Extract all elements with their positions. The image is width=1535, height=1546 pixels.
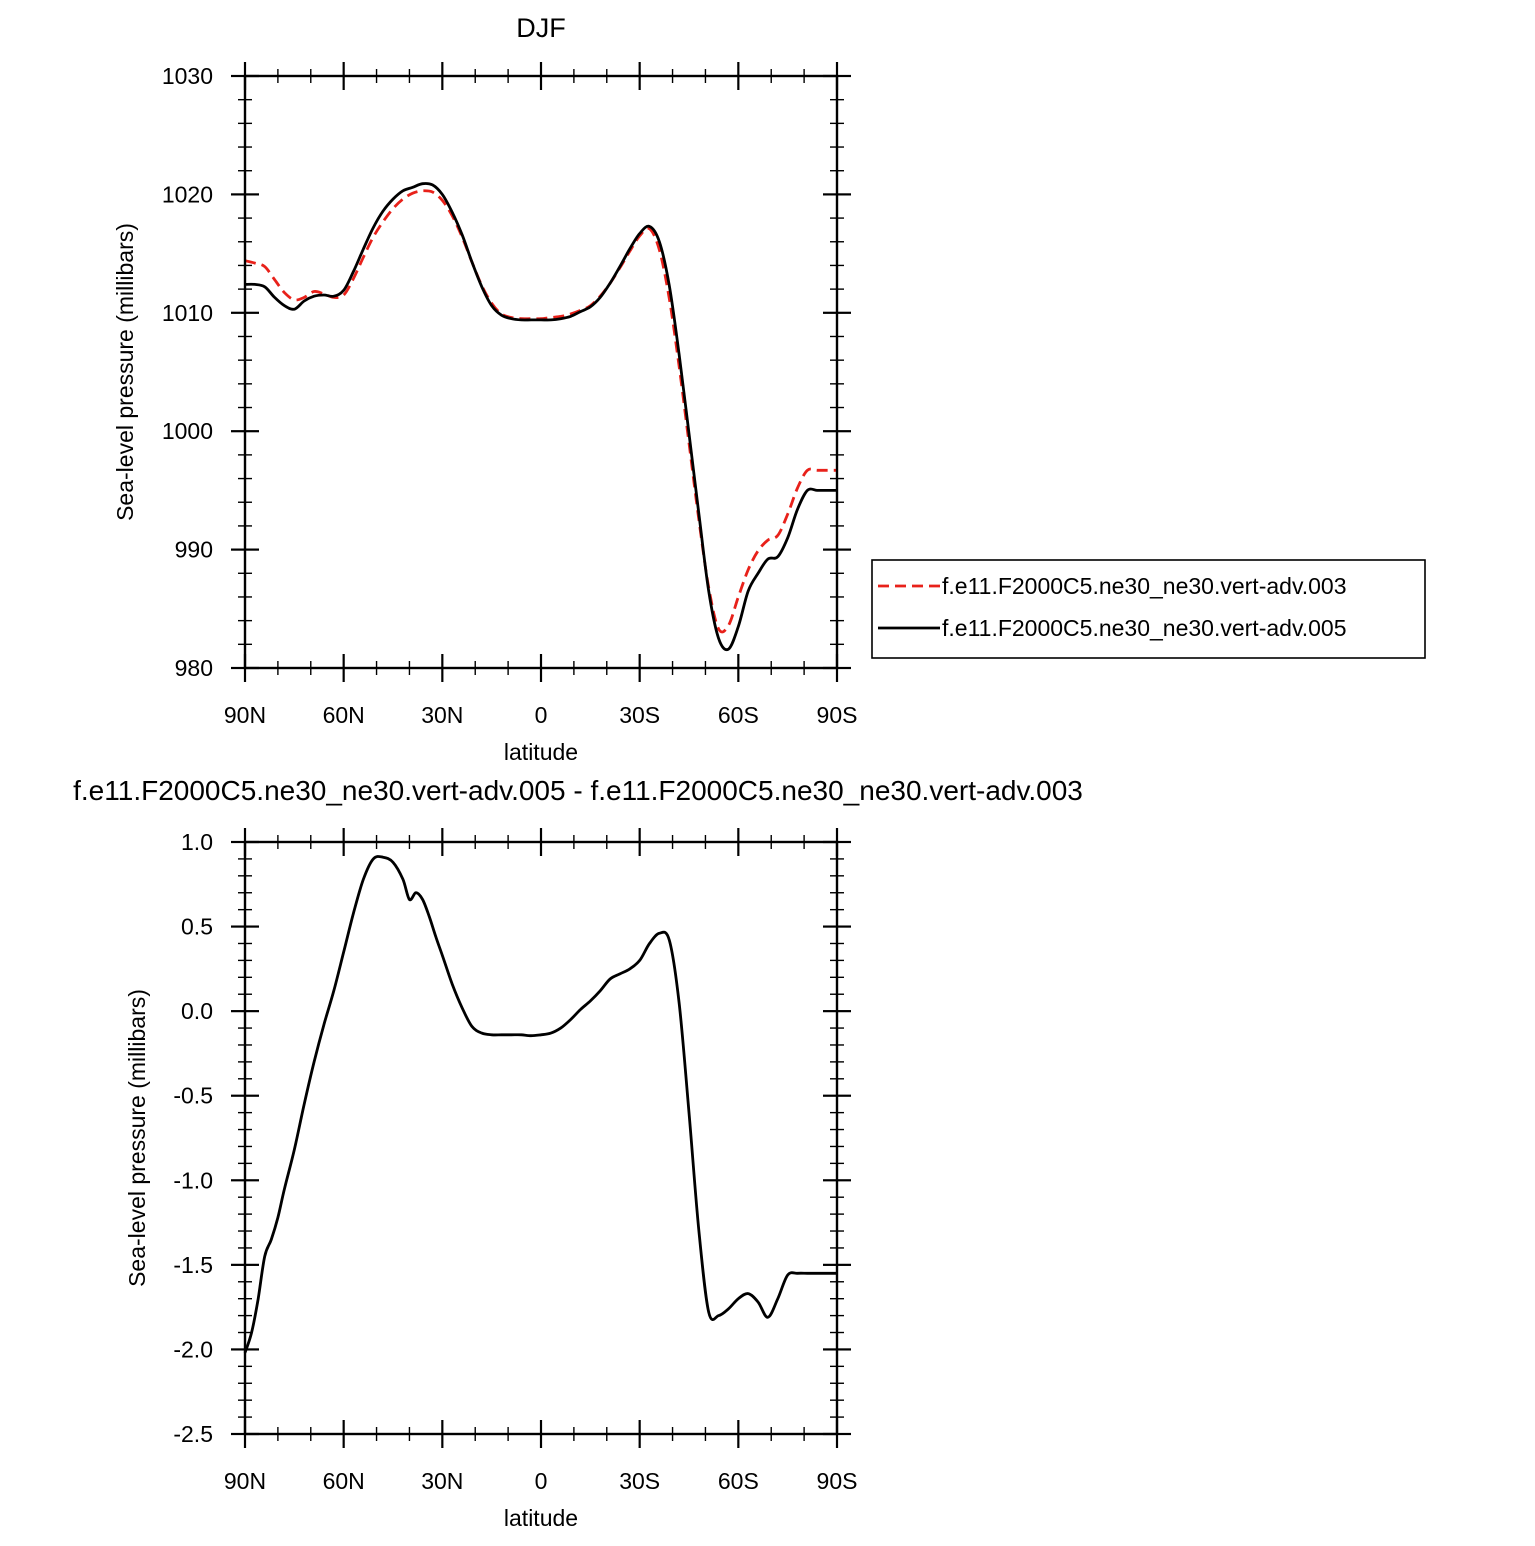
top-panel: DJF Sea-level pressure (millibars) latit… xyxy=(112,13,1426,765)
x-tick-label: 60S xyxy=(718,702,759,728)
y-tick-label: -2.0 xyxy=(173,1336,213,1362)
x-tick-label: 90N xyxy=(224,1468,266,1494)
series-line-003 xyxy=(244,189,837,634)
top-axis-ticks xyxy=(231,62,851,682)
top-tick-labels: 90N 60N 30N 0 30S 60S 90S 980 990 1000 1010 1020 103… xyxy=(162,63,858,728)
top-chart-title: DJF xyxy=(516,13,566,43)
y-tick-label: 0.0 xyxy=(181,998,213,1024)
x-tick-label: 60S xyxy=(718,1468,759,1494)
bottom-x-axis-label: latitude xyxy=(504,1505,578,1531)
x-tick-label: 30N xyxy=(421,1468,463,1494)
y-tick-label: -1.5 xyxy=(173,1252,213,1278)
top-y-axis-label: Sea-level pressure (millibars) xyxy=(112,223,138,521)
series-line-005 xyxy=(244,182,837,651)
bottom-y-axis-label: Sea-level pressure (millibars) xyxy=(124,989,150,1287)
x-tick-label: 30N xyxy=(421,702,463,728)
y-tick-label: 1020 xyxy=(162,181,213,207)
x-tick-label: 60N xyxy=(323,702,365,728)
x-tick-label: 90S xyxy=(817,1468,858,1494)
y-tick-label: -2.5 xyxy=(173,1421,213,1447)
y-tick-label: 1000 xyxy=(162,418,213,444)
x-tick-label: 30S xyxy=(619,702,660,728)
bottom-plot-frame xyxy=(243,840,839,1436)
legend: f.e11.F2000C5.ne30_ne30.vert-adv.003 f.e… xyxy=(871,559,1426,659)
difference-series-line xyxy=(243,855,837,1354)
x-tick-label: 60N xyxy=(323,1468,365,1494)
y-tick-label: 1030 xyxy=(162,63,213,89)
legend-box xyxy=(871,559,1426,659)
bottom-chart-title: f.e11.F2000C5.ne30_ne30.vert-adv.005 - f… xyxy=(73,775,1083,806)
bottom-tick-labels: 90N 60N 30N 0 30S 60S 90S -2.5 -2.0 -1.5 -1.0 -0.5 0… xyxy=(173,829,857,1494)
y-tick-label: 0.5 xyxy=(181,914,213,940)
y-tick-label: 1010 xyxy=(162,300,213,326)
x-tick-label: 0 xyxy=(535,1468,548,1494)
y-tick-label: 980 xyxy=(175,655,213,681)
top-plot-frame xyxy=(243,74,839,670)
x-tick-label: 0 xyxy=(535,702,548,728)
bottom-axis-ticks xyxy=(231,828,851,1448)
legend-label-003: f.e11.F2000C5.ne30_ne30.vert-adv.003 xyxy=(942,573,1347,599)
y-tick-label: -0.5 xyxy=(173,1083,213,1109)
legend-label-005: f.e11.F2000C5.ne30_ne30.vert-adv.005 xyxy=(942,615,1347,641)
top-series-group xyxy=(244,182,837,651)
x-tick-label: 30S xyxy=(619,1468,660,1494)
top-x-axis-label: latitude xyxy=(504,739,578,765)
y-tick-label: 1.0 xyxy=(181,829,213,855)
bottom-panel: f.e11.F2000C5.ne30_ne30.vert-adv.005 - f… xyxy=(73,775,1083,1531)
bottom-series-group xyxy=(243,855,837,1354)
y-tick-label: -1.0 xyxy=(173,1167,213,1193)
x-tick-label: 90S xyxy=(817,702,858,728)
y-tick-label: 990 xyxy=(175,537,213,563)
x-tick-label: 90N xyxy=(224,702,266,728)
